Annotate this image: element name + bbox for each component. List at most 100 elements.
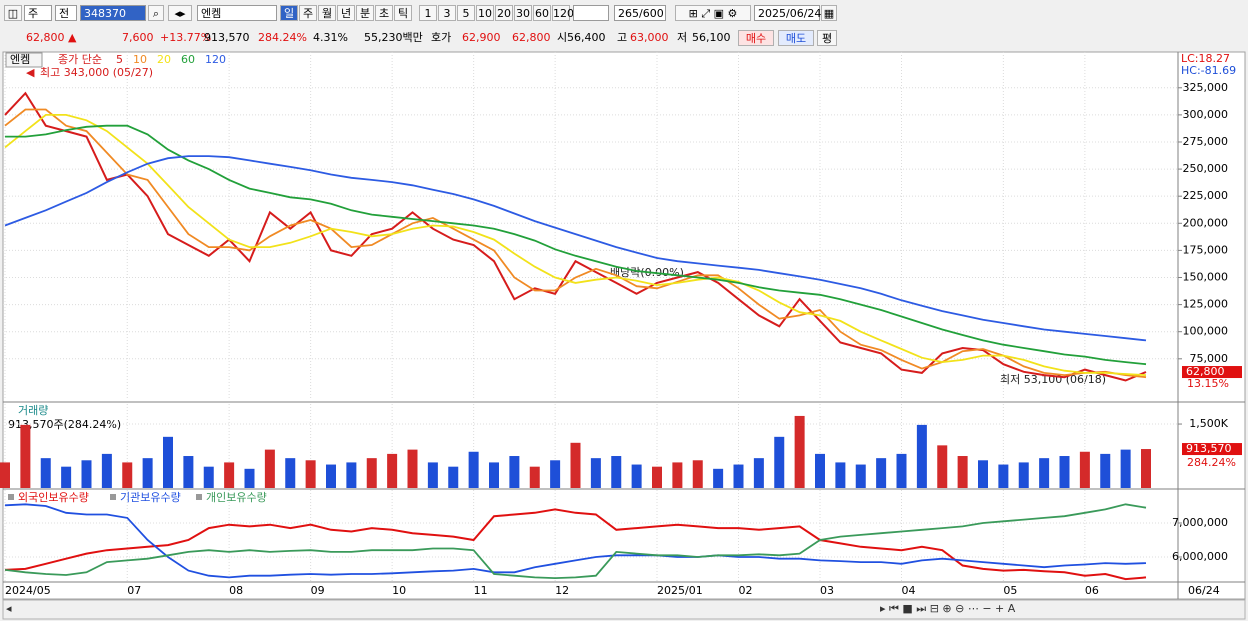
volume-bar	[224, 462, 235, 488]
x-tick-label: 08	[229, 584, 243, 597]
volume-bar	[1018, 462, 1029, 488]
x-tick-label: 03	[820, 584, 834, 597]
volume-bar	[61, 466, 72, 488]
toolbar-button[interactable]: 분	[356, 5, 374, 21]
toolbar-button[interactable]: 30	[514, 5, 532, 21]
legend-entry: 10	[133, 53, 147, 66]
legend-swatch	[110, 494, 116, 500]
count-field[interactable]: 265/600	[614, 5, 666, 21]
toolbar-button[interactable]: 초	[375, 5, 393, 21]
series-line	[4, 91, 1147, 382]
series-line	[4, 155, 1147, 342]
volume-bar	[978, 460, 988, 488]
y-tick-label: 7,000,000	[1172, 516, 1228, 529]
search-button[interactable]: ⌕	[148, 5, 164, 21]
y-tick-label: 150,000	[1183, 270, 1229, 283]
sell-button[interactable]: 매도	[778, 30, 814, 46]
toolbar-button[interactable]: 1	[419, 5, 437, 21]
toolbar-button[interactable]: 20	[495, 5, 513, 21]
scroll-left[interactable]: ◂	[6, 602, 12, 615]
low-note: 최저 53,100 (06/18)	[1000, 373, 1106, 386]
last-value-label: 913,570	[1186, 442, 1232, 455]
calendar-button[interactable]: ▦	[821, 5, 837, 21]
legend-entry: 개인보유수량	[206, 491, 267, 504]
volume-bar	[326, 464, 336, 488]
bid: 62,800	[512, 31, 551, 44]
volume-subtitle: 913,570주(284.24%)	[8, 418, 121, 431]
scrollbar[interactable]	[2, 599, 1246, 620]
buy-button[interactable]: 매수	[738, 30, 774, 46]
toolbar-button[interactable]: 년	[337, 5, 355, 21]
last-value-label: 62,800	[1186, 365, 1225, 378]
date-field[interactable]: 2025/06/24	[754, 5, 821, 21]
volume-bar	[448, 466, 459, 488]
menu-icon[interactable]: ◫	[4, 5, 22, 21]
volume-bar	[570, 442, 581, 488]
chart-frame	[2, 51, 1246, 600]
scope-select[interactable]: 전	[55, 5, 77, 21]
legend-entry: 120	[205, 53, 226, 66]
volume-bar	[1059, 456, 1070, 488]
toolbar-button[interactable]: 60	[533, 5, 551, 21]
volume-bar	[1100, 453, 1111, 488]
volume-bar	[896, 453, 907, 488]
scroll-controls[interactable]: ▸ ⏮ ■ ⏭ ⊟ ⊕ ⊖ ⋯ − + A	[880, 602, 1016, 615]
volume-bar	[835, 462, 846, 488]
volume-bar	[101, 453, 112, 488]
interval-buttons: 1 3 5 10 20 30 60 120	[419, 5, 574, 21]
tool-icons[interactable]: ⊞ ⤢ ▣ ⚙	[675, 5, 751, 21]
volume-bar	[346, 462, 357, 488]
toolbar-button[interactable]: 120	[552, 5, 574, 21]
volume-bar	[916, 424, 927, 488]
toolbar-button[interactable]: 주	[299, 5, 317, 21]
volume-bar	[794, 415, 805, 488]
y-tick-label: 225,000	[1183, 189, 1229, 202]
toolbar-button[interactable]: 3	[438, 5, 456, 21]
volume-bar	[244, 468, 255, 488]
toolbar-button[interactable]: 일	[280, 5, 298, 21]
code-input[interactable]: 348370	[80, 5, 146, 21]
name-field[interactable]: 엔켐	[197, 5, 277, 21]
volume-bar	[1079, 451, 1090, 488]
nav-button[interactable]: ◂▸	[168, 5, 192, 21]
y-tick-label: 325,000	[1183, 81, 1229, 94]
volume-bar	[753, 458, 764, 488]
unit-select[interactable]	[573, 5, 609, 21]
series-line	[4, 503, 1147, 579]
legend-entry: 60	[181, 53, 195, 66]
last-rate: 13.15%	[1187, 377, 1229, 390]
y-tick-label: 250,000	[1183, 162, 1229, 175]
ask: 62,900	[462, 31, 501, 44]
volume-bar	[529, 466, 540, 488]
avg-button[interactable]: 평	[817, 30, 837, 46]
volume-bar	[652, 466, 662, 488]
x-tick-label: 2025/01	[657, 584, 703, 597]
toolbar-button[interactable]: 10	[476, 5, 494, 21]
toolbar-button[interactable]: 월	[318, 5, 336, 21]
volume-bar	[264, 449, 275, 488]
y-tick-label: 75,000	[1190, 352, 1229, 365]
volume-bar	[692, 460, 703, 488]
market-select[interactable]: 주	[24, 5, 52, 21]
x-tick-label: 09	[311, 584, 325, 597]
toolbar-button[interactable]: 5	[457, 5, 475, 21]
volume-bar	[1141, 449, 1151, 488]
volume-bar	[1039, 458, 1050, 488]
x-tick-label: 11	[474, 584, 488, 597]
y-tick-label: 1,500K	[1189, 417, 1228, 430]
volume-bar	[387, 453, 398, 488]
x-tick-label: 12	[555, 584, 569, 597]
y-tick-label: 100,000	[1183, 325, 1229, 338]
change: 7,600	[122, 31, 154, 44]
volume-bar	[815, 453, 825, 488]
amount: 55,230백만	[364, 31, 423, 44]
volume-bar	[631, 464, 642, 488]
volume-rate: 284.24%	[258, 31, 307, 44]
lc-label: LC:18.27	[1181, 52, 1230, 65]
toolbar-button[interactable]: 틱	[394, 5, 412, 21]
volume-bar	[163, 436, 173, 488]
stock-tag	[5, 52, 43, 68]
